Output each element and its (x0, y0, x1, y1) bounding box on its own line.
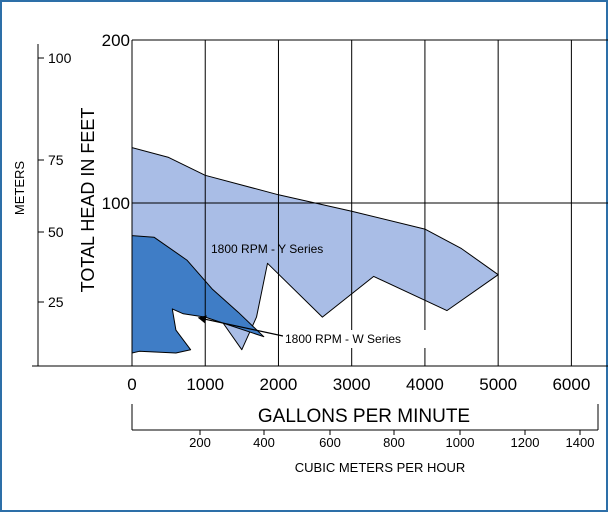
x-tick-label-1000: 1000 (186, 375, 224, 394)
x-tick-label-3000: 3000 (333, 375, 371, 394)
y-axis-title: TOTAL HEAD IN FEET (78, 108, 98, 293)
x-tick-label-5000: 5000 (479, 375, 517, 394)
x-tick-label-4000: 4000 (406, 375, 444, 394)
y-tick-label-100: 100 (102, 194, 130, 213)
cmh-tick-label-800: 800 (383, 435, 405, 450)
annotation-w-series-bg (283, 330, 429, 348)
meters-tick-label-100: 100 (48, 50, 72, 66)
annotation-w-series-arrow (197, 315, 284, 337)
annotation-y-series: 1800 RPM - Y Series (211, 242, 323, 256)
annotation-w-series: 1800 RPM - W Series (285, 332, 401, 346)
series-area-w-series (132, 235, 265, 354)
cmh-axis-title: CUBIC METERS PER HOUR (295, 460, 465, 475)
cmh-tick-label-600: 600 (319, 435, 341, 450)
meters-tick-label-75: 75 (48, 152, 64, 168)
cmh-tick-label-1200: 1200 (511, 435, 540, 450)
cmh-tick-label-400: 400 (253, 435, 275, 450)
meters-tick-label-25: 25 (48, 294, 64, 310)
x-tick-label-2000: 2000 (260, 375, 298, 394)
meters-axis-title: METERS (12, 161, 27, 216)
cmh-tick-label-1400: 1400 (566, 435, 595, 450)
meters-tick-label-50: 50 (48, 224, 64, 240)
y-tick-label-200: 200 (102, 31, 130, 50)
cmh-tick-label-1000: 1000 (446, 435, 475, 450)
x-tick-label-0: 0 (127, 375, 136, 394)
x-tick-label-6000: 6000 (552, 375, 590, 394)
x-axis-title: GALLONS PER MINUTE (258, 406, 470, 427)
cmh-tick-label-200: 200 (189, 435, 211, 450)
